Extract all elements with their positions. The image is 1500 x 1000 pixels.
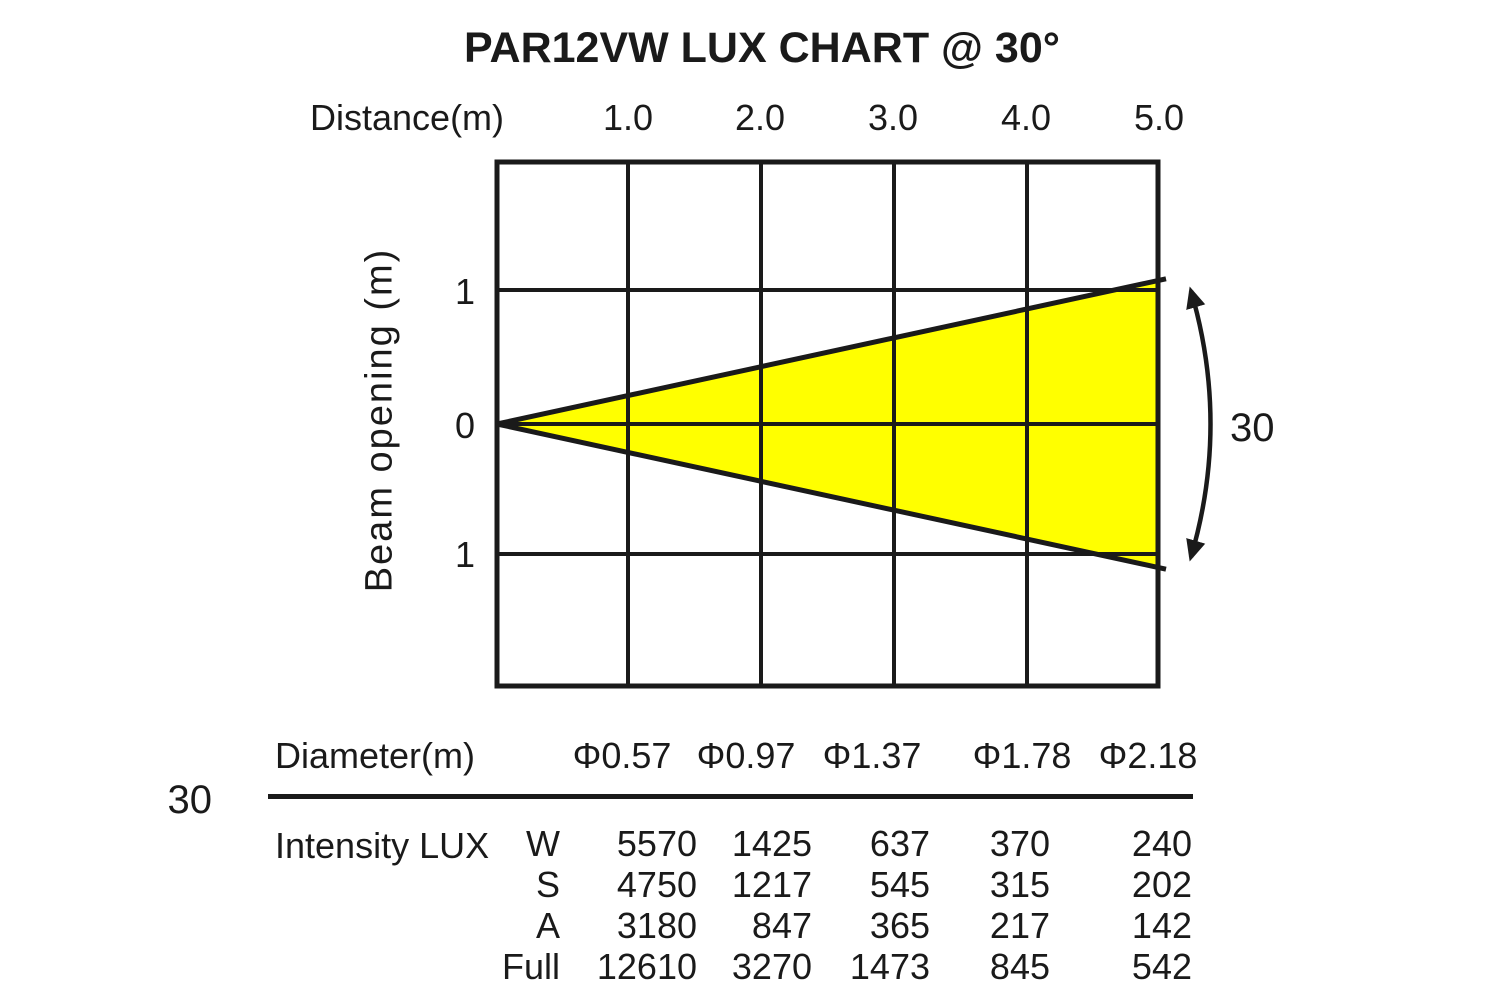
beam-edge-bottom <box>496 421 1167 572</box>
lux-s-1: 4750 <box>616 864 697 905</box>
lux-full-2: 3270 <box>731 946 812 987</box>
lux-full-1: 12610 <box>596 946 697 987</box>
lux-a-1: 3180 <box>616 905 697 946</box>
y-axis-label: Beam opening (m) <box>358 247 401 593</box>
lux-w-2: 1425 <box>731 823 812 864</box>
lux-s-5: 202 <box>1131 864 1192 905</box>
lux-s-3: 545 <box>869 864 930 905</box>
table-divider <box>268 794 1193 799</box>
diameter-value-2: Φ0.97 <box>696 735 796 776</box>
y-tick-zero: 0 <box>454 405 475 446</box>
diameter-value-4: Φ1.78 <box>972 735 1072 776</box>
x-tick-3: 3.0 <box>867 97 919 138</box>
lux-a-2: 847 <box>751 905 812 946</box>
beam-angle-arc <box>1186 286 1213 562</box>
y-tick-bottom: 1 <box>454 534 475 575</box>
x-tick-2: 2.0 <box>734 97 786 138</box>
chart-title: PAR12VW LUX CHART @ 30° <box>464 24 1060 72</box>
beam-angle-value: 30 <box>1230 406 1275 450</box>
lux-a-4: 217 <box>989 905 1050 946</box>
beam-cone <box>497 280 1160 568</box>
lux-a-5: 142 <box>1131 905 1192 946</box>
lux-s-4: 315 <box>989 864 1050 905</box>
lux-full-3: 1473 <box>849 946 930 987</box>
lux-full-5: 542 <box>1131 946 1192 987</box>
intensity-row-label: Intensity LUX <box>275 825 490 866</box>
lux-w-3: 637 <box>869 823 930 864</box>
y-tick-top: 1 <box>454 271 475 312</box>
row-label-full: Full <box>501 946 560 987</box>
row-label-a: A <box>535 905 560 946</box>
x-tick-1: 1.0 <box>602 97 654 138</box>
table-angle-value: 30 <box>167 778 213 822</box>
chart-grid <box>497 162 1158 686</box>
diameter-value-5: Φ2.18 <box>1098 735 1198 776</box>
diameter-value-3: Φ1.37 <box>822 735 922 776</box>
row-label-s: S <box>535 864 560 905</box>
lux-w-5: 240 <box>1131 823 1192 864</box>
x-axis-label: Distance(m) <box>310 97 505 138</box>
lux-full-4: 845 <box>989 946 1050 987</box>
beam-edge-top <box>496 276 1167 427</box>
x-tick-5: 5.0 <box>1133 97 1185 138</box>
x-tick-4: 4.0 <box>1000 97 1052 138</box>
lux-a-3: 365 <box>869 905 930 946</box>
chart-border <box>494 159 1161 689</box>
diameter-value-1: Φ0.57 <box>572 735 672 776</box>
lux-w-4: 370 <box>989 823 1050 864</box>
row-label-w: W <box>526 823 560 864</box>
lux-w-1: 5570 <box>616 823 697 864</box>
diameter-row-label: Diameter(m) <box>275 735 476 776</box>
lux-s-2: 1217 <box>731 864 812 905</box>
